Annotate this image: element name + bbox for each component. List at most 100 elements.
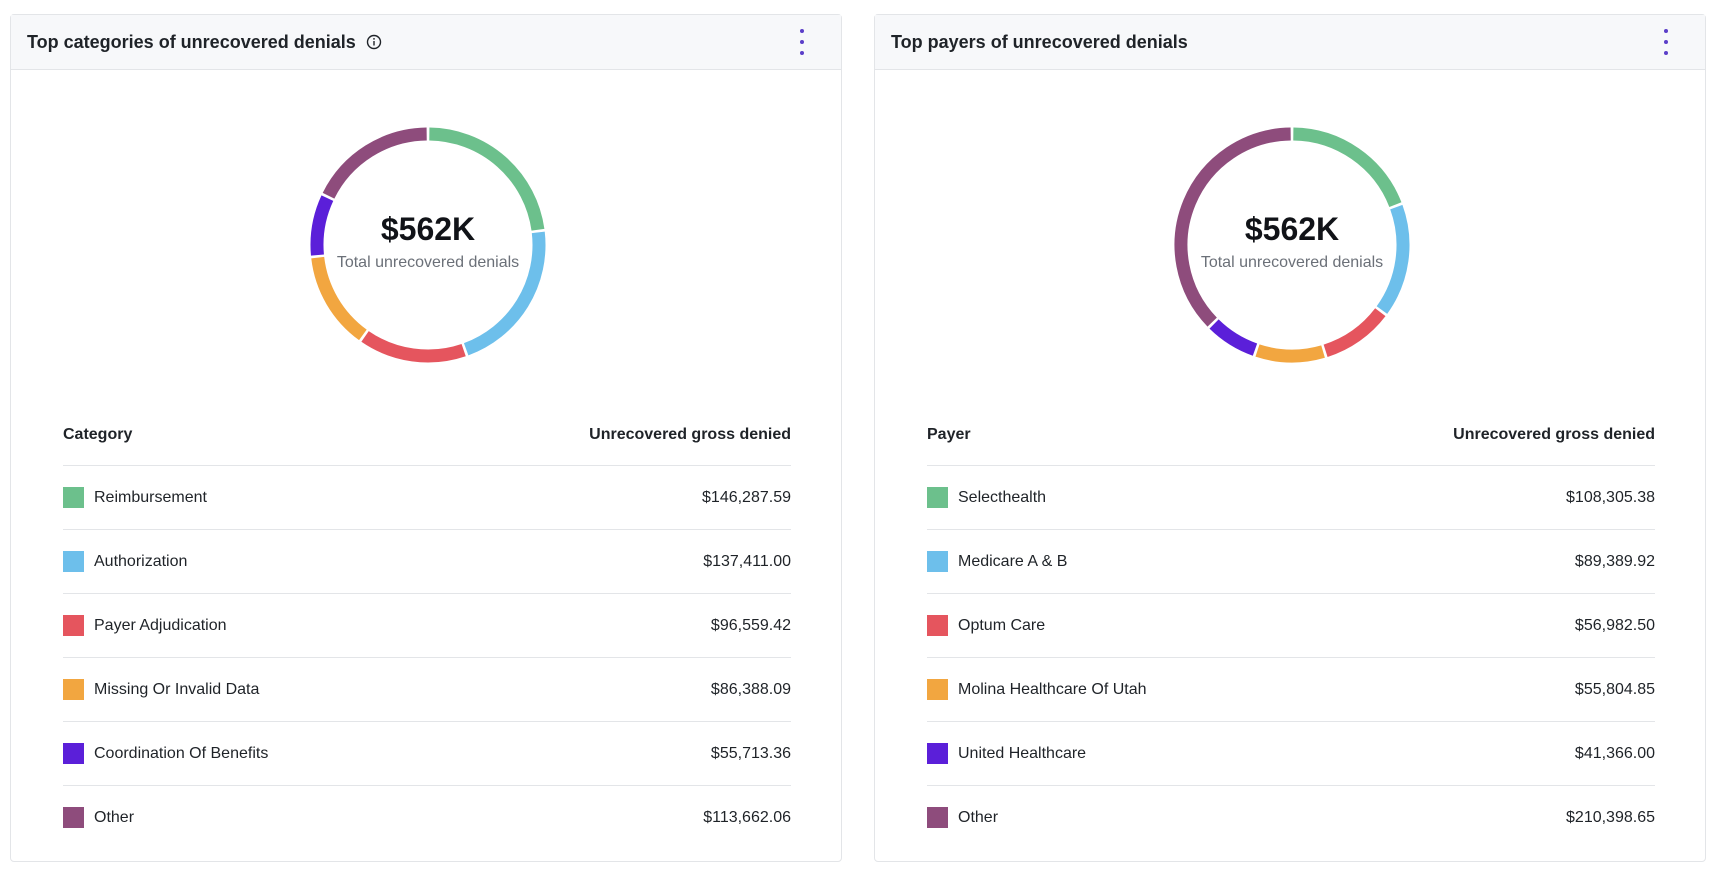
table-body: Reimbursement $146,287.59 Authorization $13… <box>63 466 791 849</box>
card-title: Top payers of unrecovered denials <box>891 31 1188 52</box>
legend-swatch <box>927 679 948 700</box>
legend-swatch <box>63 743 84 764</box>
donut-slice-coordination-of-benefits[interactable] <box>310 195 334 256</box>
donut-total: $562K <box>380 210 476 247</box>
info-icon[interactable] <box>366 34 382 50</box>
table-row[interactable]: Coordination Of Benefits $55,713.36 <box>63 722 791 786</box>
row-name: Molina Healthcare Of Utah <box>958 680 1147 698</box>
row-value: $146,287.59 <box>702 488 791 506</box>
row-value: $55,804.85 <box>1574 680 1655 698</box>
table-row[interactable]: Other $113,662.06 <box>63 786 791 849</box>
donut-slice-other[interactable] <box>322 127 427 199</box>
donut-slice-united-healthcare[interactable] <box>1209 319 1258 356</box>
donut-slice-selecthealth[interactable] <box>1293 127 1402 208</box>
row-name: Other <box>958 808 999 826</box>
row-label: Missing Or Invalid Data <box>63 679 259 700</box>
row-name: Selecthealth <box>958 488 1047 506</box>
row-value: $56,982.50 <box>1574 616 1655 634</box>
row-label: Other <box>63 807 134 828</box>
table-row[interactable]: Missing Or Invalid Data $86,388.09 <box>63 658 791 722</box>
table-row[interactable]: Optum Care $56,982.50 <box>927 594 1655 658</box>
donut-chart: $562K Total unrecovered denials <box>875 105 1705 385</box>
card-title: Top categories of unrecovered denials <box>27 31 356 52</box>
row-label: Reimbursement <box>63 487 207 508</box>
legend-swatch <box>63 615 84 636</box>
row-label: Optum Care <box>927 615 1045 636</box>
row-label: Authorization <box>63 551 187 572</box>
table-row[interactable]: Molina Healthcare Of Utah $55,804.85 <box>927 658 1655 722</box>
table-row[interactable]: Selecthealth $108,305.38 <box>927 466 1655 530</box>
table-row[interactable]: Authorization $137,411.00 <box>63 530 791 594</box>
donut-svg <box>310 127 546 363</box>
legend-swatch <box>927 487 948 508</box>
row-value: $137,411.00 <box>703 552 791 570</box>
table-row[interactable]: United Healthcare $41,366.00 <box>927 722 1655 786</box>
row-value: $210,398.65 <box>1566 808 1655 826</box>
card-header: Top categories of unrecovered denials <box>11 15 841 70</box>
table-header: Category Unrecovered gross denied <box>63 410 791 466</box>
legend-swatch <box>63 487 84 508</box>
donut-total: $562K <box>1244 210 1340 247</box>
legend-swatch <box>927 615 948 636</box>
row-value: $86,388.09 <box>710 680 791 698</box>
row-value: $108,305.38 <box>1566 488 1655 506</box>
donut-slice-reimbursement[interactable] <box>429 127 545 231</box>
payer-table: Payer Unrecovered gross denied Selecthea… <box>927 410 1655 849</box>
legend-swatch <box>63 679 84 700</box>
table-row[interactable]: Payer Adjudication $96,559.42 <box>63 594 791 658</box>
row-name: Optum Care <box>958 616 1046 634</box>
table-row[interactable]: Medicare A & B $89,389.92 <box>927 530 1655 594</box>
legend-swatch <box>927 743 948 764</box>
donut-caption: Total unrecovered denials <box>1200 253 1384 271</box>
donut-slice-molina-healthcare-of-utah[interactable] <box>1255 344 1325 363</box>
column-header-value[interactable]: Unrecovered gross denied <box>1453 426 1655 443</box>
row-value: $89,389.92 <box>1574 552 1655 570</box>
donut-slice-other[interactable] <box>1174 127 1291 327</box>
row-label: Molina Healthcare Of Utah <box>927 679 1147 700</box>
row-name: United Healthcare <box>958 744 1087 762</box>
row-name: Missing Or Invalid Data <box>94 680 260 698</box>
row-name: Reimbursement <box>94 488 207 506</box>
row-name: Medicare A & B <box>958 552 1068 570</box>
donut-slice-medicare-a-b[interactable] <box>1376 204 1410 314</box>
column-header-value[interactable]: Unrecovered gross denied <box>589 426 791 443</box>
legend-swatch <box>927 551 948 572</box>
donut-slice-payer-adjudication[interactable] <box>361 330 466 363</box>
row-value: $41,366.00 <box>1574 744 1655 762</box>
row-value: $113,662.06 <box>703 808 791 826</box>
row-label: Coordination Of Benefits <box>63 743 268 764</box>
legend-swatch <box>927 807 948 828</box>
more-options-icon[interactable] <box>797 29 807 55</box>
row-value: $55,713.36 <box>710 744 791 762</box>
table-row[interactable]: Other $210,398.65 <box>927 786 1655 849</box>
category-table: Category Unrecovered gross denied Reimbu… <box>63 410 791 849</box>
categories-card: Top categories of unrecovered denials $5… <box>10 14 842 862</box>
card-header: Top payers of unrecovered denials <box>875 15 1705 70</box>
legend-swatch <box>63 551 84 572</box>
row-label: Medicare A & B <box>927 551 1067 572</box>
donut-slice-optum-care[interactable] <box>1323 308 1386 357</box>
donut-center: $562K Total unrecovered denials <box>288 105 568 385</box>
legend-swatch <box>63 807 84 828</box>
donut-svg <box>1174 127 1410 363</box>
donut-caption: Total unrecovered denials <box>336 253 520 271</box>
more-options-icon[interactable] <box>1661 29 1671 55</box>
row-label: Selecthealth <box>927 487 1046 508</box>
donut-slice-missing-or-invalid-data[interactable] <box>311 256 367 341</box>
row-name: Coordination Of Benefits <box>94 744 269 762</box>
column-header-category[interactable]: Category <box>63 426 133 443</box>
row-value: $96,559.42 <box>710 616 791 634</box>
table-body: Selecthealth $108,305.38 Medicare A & B $89… <box>927 466 1655 849</box>
table-row[interactable]: Reimbursement $146,287.59 <box>63 466 791 530</box>
row-label: Other <box>927 807 998 828</box>
row-name: Payer Adjudication <box>94 616 227 634</box>
donut-center: $562K Total unrecovered denials <box>1152 105 1432 385</box>
column-header-payer[interactable]: Payer <box>927 426 971 443</box>
donut-chart: $562K Total unrecovered denials <box>11 105 841 385</box>
donut-slice-authorization[interactable] <box>463 231 546 356</box>
row-name: Other <box>94 808 135 826</box>
table-header: Payer Unrecovered gross denied <box>927 410 1655 466</box>
row-name: Authorization <box>94 552 188 570</box>
row-label: Payer Adjudication <box>63 615 227 636</box>
